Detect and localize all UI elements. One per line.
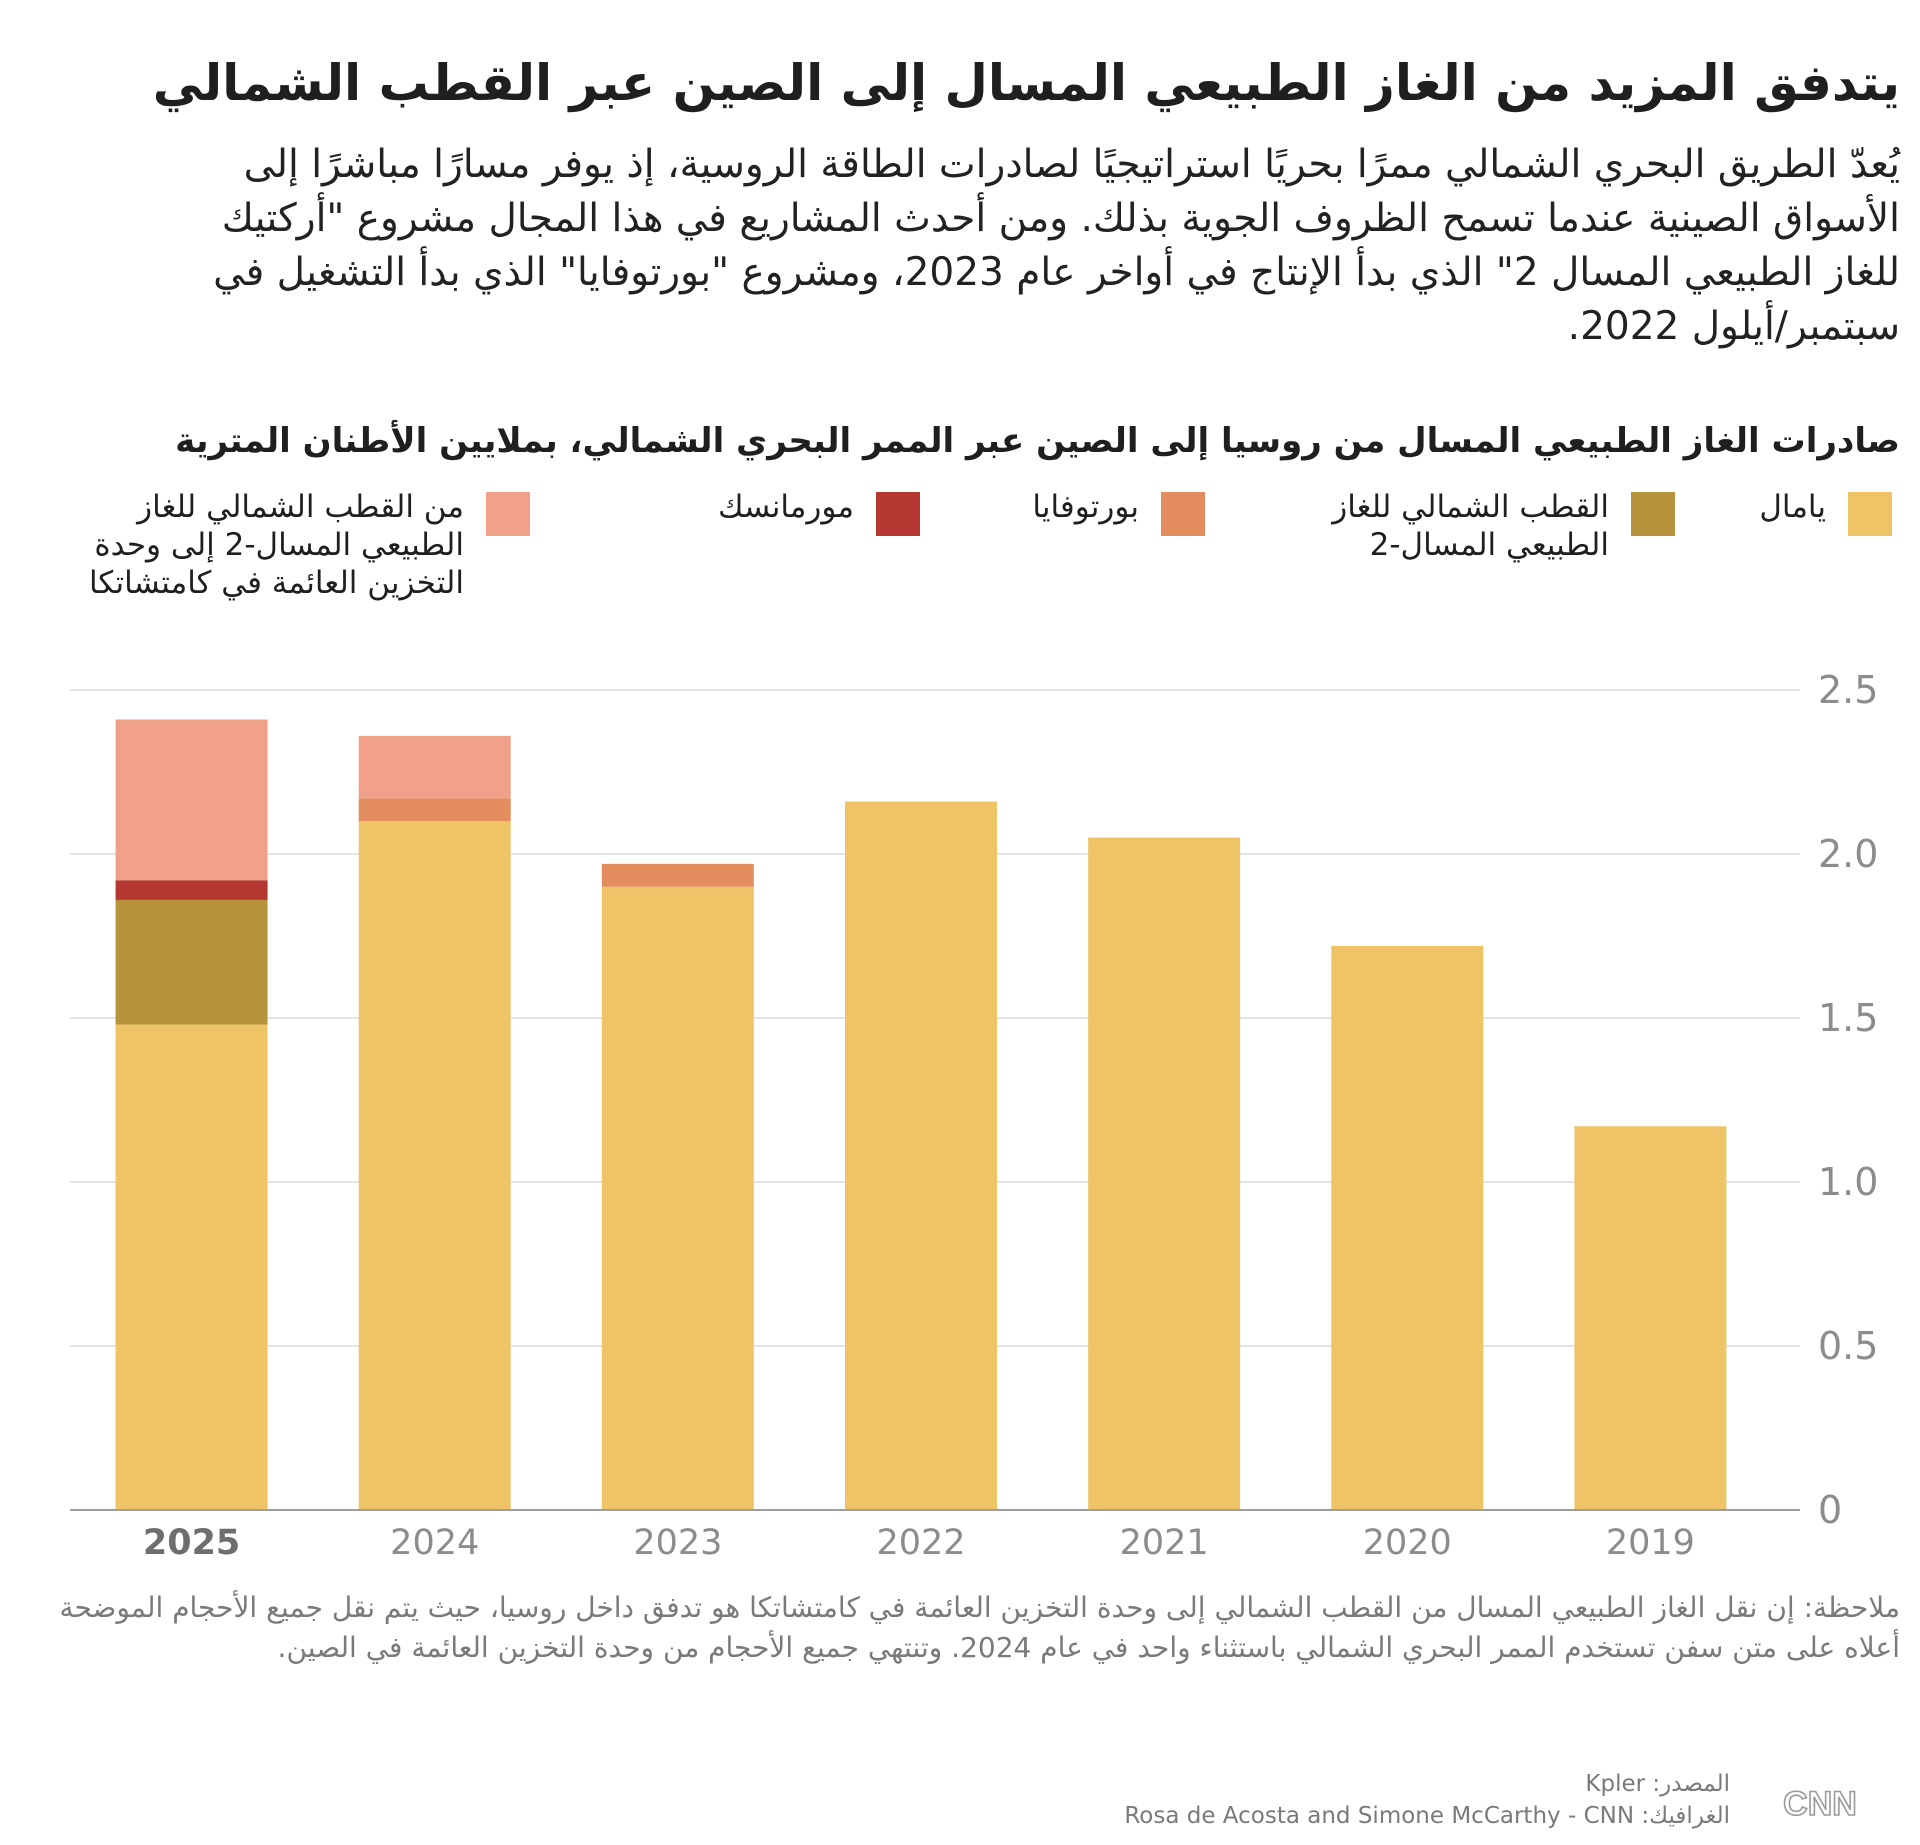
- y-tick-label: 2.5: [1818, 668, 1878, 712]
- x-tick-label: 2020: [1363, 1523, 1452, 1563]
- source-line: المصدر: Kpler: [1585, 1771, 1730, 1797]
- chart-note: ملاحظة: إن نقل الغاز الطبيعي المسال من ا…: [59, 1591, 1900, 1664]
- bar-segment: [1088, 837, 1241, 1510]
- x-tick-label: 2024: [390, 1523, 479, 1563]
- chart-legend: يامال القطب الشمالي للغاز الطبيعي المسال…: [0, 488, 1920, 628]
- bar-segment: [358, 735, 511, 799]
- y-tick-label: 0: [1818, 1488, 1842, 1532]
- cnn-arabic-logo: CNN: [1782, 1784, 1857, 1824]
- bar-segment: [358, 821, 511, 1510]
- legend-swatch: [1631, 492, 1675, 536]
- graphic-credit: الغرافيك: Rosa de Acosta and Simone McCa…: [1124, 1803, 1730, 1829]
- legend-swatch: [1161, 492, 1205, 536]
- x-tick-label: 2021: [1120, 1523, 1209, 1563]
- legend-item-murmansk: مورمانسك: [620, 488, 920, 536]
- bar-segment: [358, 798, 511, 822]
- y-tick-label: 2.0: [1818, 832, 1878, 876]
- x-tick-label: 2025: [143, 1523, 240, 1563]
- y-tick-label: 0.5: [1818, 1324, 1878, 1368]
- bar-segment: [115, 1024, 268, 1510]
- svg-text:CNN: CNN: [1783, 1785, 1857, 1823]
- x-tick-label: 2022: [876, 1523, 965, 1563]
- bar-segment: [845, 801, 997, 1510]
- bar-segment: [601, 886, 754, 1510]
- axes: 0 0.5 1.0 1.5 2.0 2.5 2025 2024 2023 2022 2021 2020…: [70, 668, 1878, 1563]
- y-tick-label: 1.0: [1818, 1160, 1878, 1204]
- legend-item-kamchatka-fsu: من القطب الشمالي للغاز الطبيعي المسال-2 …: [80, 488, 530, 602]
- bar-segment: [115, 719, 268, 881]
- legend-swatch: [876, 492, 920, 536]
- legend-label: من القطب الشمالي للغاز الطبيعي المسال-2 …: [88, 489, 464, 601]
- bar-segment: [115, 880, 268, 900]
- legend-label: بورتوفايا: [1032, 489, 1139, 525]
- legend-swatch: [1848, 492, 1892, 536]
- bar-segment: [601, 863, 754, 887]
- legend-item-yamal: يامال: [1692, 488, 1892, 536]
- x-tick-label: 2019: [1606, 1523, 1695, 1563]
- legend-label: مورمانسك: [717, 489, 854, 525]
- chart-subtitle: صادرات الغاز الطبيعي المسال من روسيا إلى…: [175, 421, 1900, 461]
- x-tick-label: 2023: [633, 1523, 722, 1563]
- page-title: يتدفق المزيد من الغاز الطبيعي المسال إلى…: [152, 54, 1900, 112]
- bar-chart: 0 0.5 1.0 1.5 2.0 2.5 2025 2024 2023 2022 2021 2020…: [70, 668, 1878, 1563]
- bar-segment: [1331, 945, 1484, 1510]
- credits: المصدر: Kpler الغرافيك: Rosa de Acosta a…: [530, 1768, 1730, 1832]
- bar-segment: [115, 899, 268, 1025]
- intro-paragraph: يُعدّ الطريق البحري الشمالي ممرًا بحريًا…: [213, 142, 1900, 349]
- bar-segment: [1574, 1126, 1727, 1510]
- legend-label: القطب الشمالي للغاز الطبيعي المسال-2: [1332, 489, 1609, 563]
- legend-label: يامال: [1759, 489, 1826, 525]
- y-tick-label: 1.5: [1818, 996, 1878, 1040]
- legend-item-arctic-lng-2: القطب الشمالي للغاز الطبيعي المسال-2: [1315, 488, 1675, 564]
- legend-swatch: [486, 492, 530, 536]
- bars: [115, 719, 1727, 1510]
- legend-item-portovaya: بورتوفايا: [945, 488, 1205, 536]
